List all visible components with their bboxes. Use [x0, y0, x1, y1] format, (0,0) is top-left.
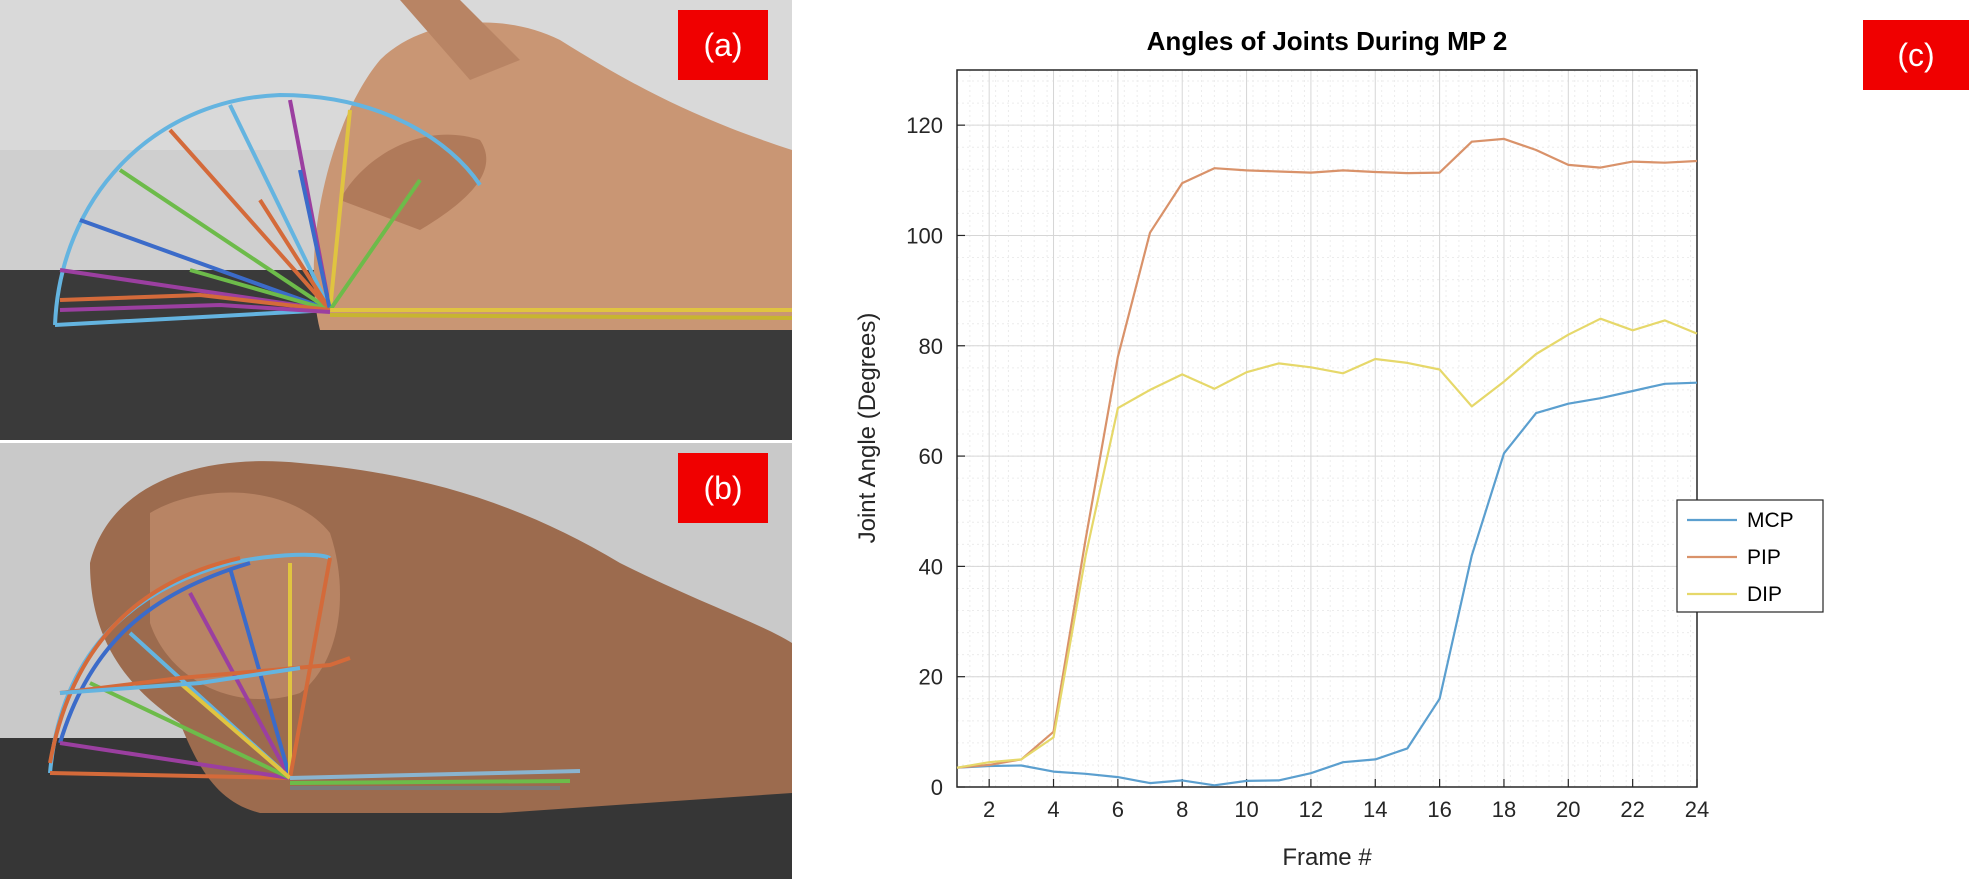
y-axis-label: Joint Angle (Degrees) — [854, 313, 881, 544]
x-tick-label: 6 — [1112, 797, 1124, 822]
legend-label-dip: DIP — [1747, 583, 1782, 606]
y-tick-label: 60 — [919, 444, 943, 469]
x-tick-label: 2 — [983, 797, 995, 822]
x-tick-label: 20 — [1556, 797, 1580, 822]
x-tick-label: 10 — [1234, 797, 1258, 822]
y-tick-label: 20 — [919, 665, 943, 690]
finger-photo-b — [0, 443, 792, 879]
finger-photo-a — [0, 0, 792, 440]
x-tick-label: 16 — [1427, 797, 1451, 822]
series-lines — [956, 137, 1698, 787]
x-tick-label: 22 — [1620, 797, 1644, 822]
panel-label-c: (c) — [1863, 20, 1969, 90]
x-tick-label: 18 — [1492, 797, 1516, 822]
x-axis: 2 4 6 8 10 12 14 16 18 20 22 24 — [983, 779, 1709, 822]
x-tick-label: 4 — [1047, 797, 1059, 822]
x-axis-label: Frame # — [1282, 844, 1372, 871]
y-tick-label: 100 — [906, 223, 943, 248]
plot-frame — [956, 69, 1698, 788]
y-tick-label: 80 — [919, 334, 943, 359]
y-axis: 0 20 40 60 80 100 120 — [906, 113, 965, 800]
x-tick-label: 24 — [1685, 797, 1709, 822]
chart-title: Angles of Joints During MP 2 — [1147, 26, 1508, 56]
series-line-dip — [956, 317, 1698, 769]
panel-label-b: (b) — [678, 453, 768, 523]
photo-panel-b — [0, 443, 792, 879]
y-tick-label: 120 — [906, 113, 943, 138]
legend-label-mcp: MCP — [1747, 509, 1794, 532]
panel-label-a: (a) — [678, 10, 768, 80]
plot-area — [957, 70, 1697, 787]
series-line-pip — [956, 137, 1698, 769]
legend: MCP PIP DIP — [1676, 499, 1824, 613]
series-line-mcp — [956, 381, 1698, 787]
legend-label-pip: PIP — [1747, 546, 1781, 569]
x-tick-label: 12 — [1299, 797, 1323, 822]
x-tick-label: 8 — [1176, 797, 1188, 822]
photo-panel-a — [0, 0, 792, 440]
y-tick-label: 40 — [919, 554, 943, 579]
x-tick-label: 14 — [1363, 797, 1387, 822]
y-tick-label: 0 — [931, 775, 943, 800]
